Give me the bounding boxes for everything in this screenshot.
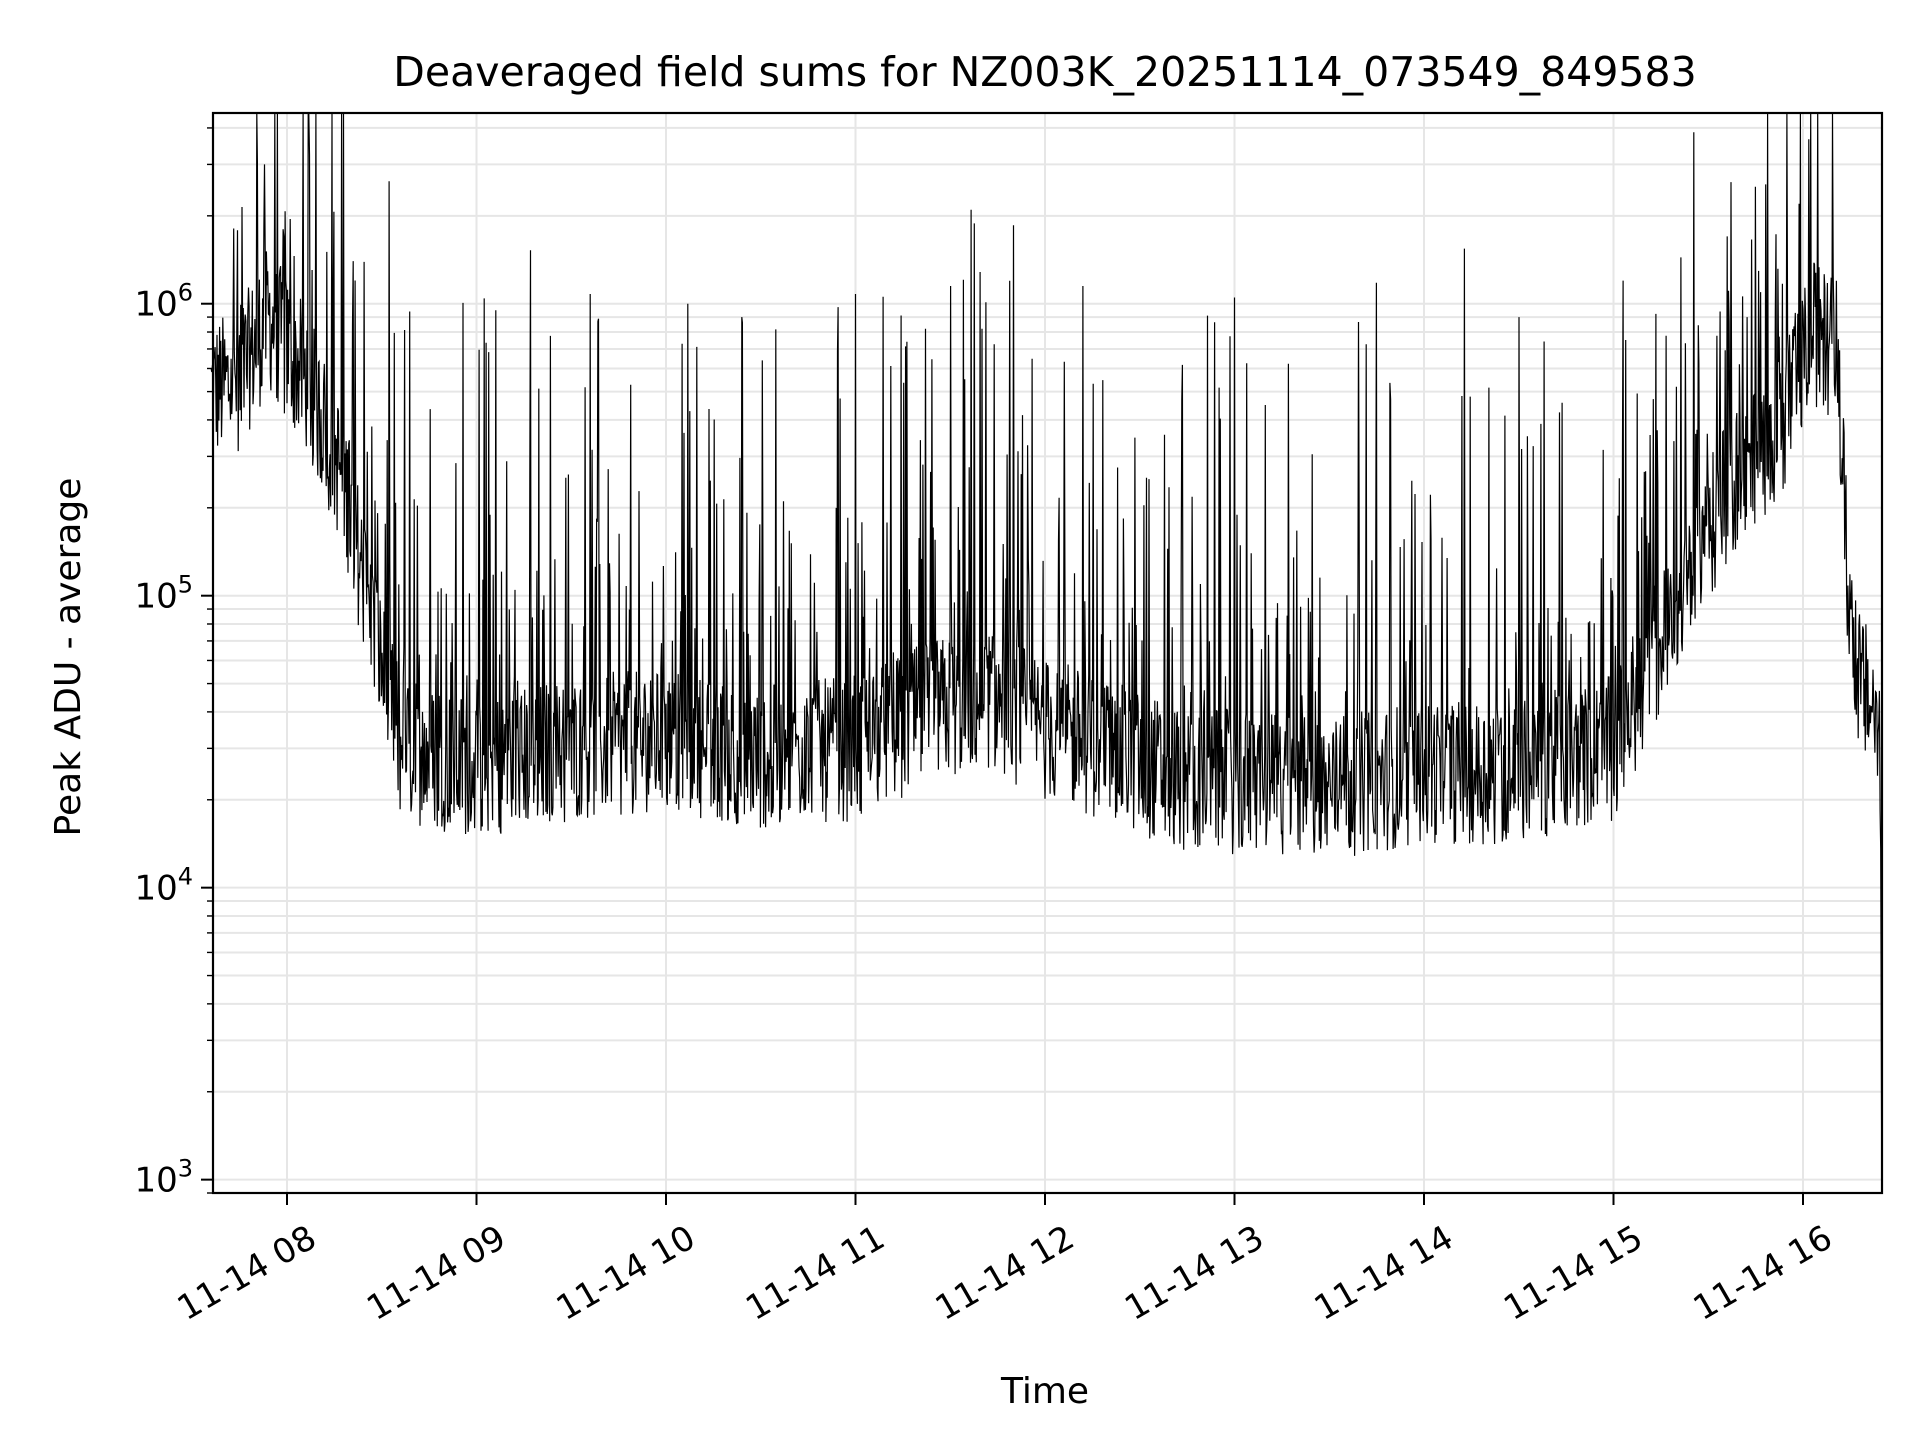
x-axis-title: Time bbox=[1000, 1371, 1089, 1412]
y-axis-ticks: 103 104 105 106 bbox=[134, 127, 213, 1201]
series-line bbox=[210, 112, 1883, 1129]
y-tick-label: 106 bbox=[134, 279, 193, 325]
y-tick-label: 104 bbox=[134, 863, 193, 909]
y-axis-title: Peak ADU - average bbox=[48, 478, 89, 837]
data-series bbox=[210, 112, 1883, 1129]
y-tick-label: 105 bbox=[134, 571, 193, 617]
y-tick-label: 103 bbox=[134, 1155, 193, 1201]
plot-frame bbox=[211, 111, 1884, 1195]
chart-title: Deaveraged field sums for NZ003K_2025111… bbox=[393, 48, 1696, 96]
